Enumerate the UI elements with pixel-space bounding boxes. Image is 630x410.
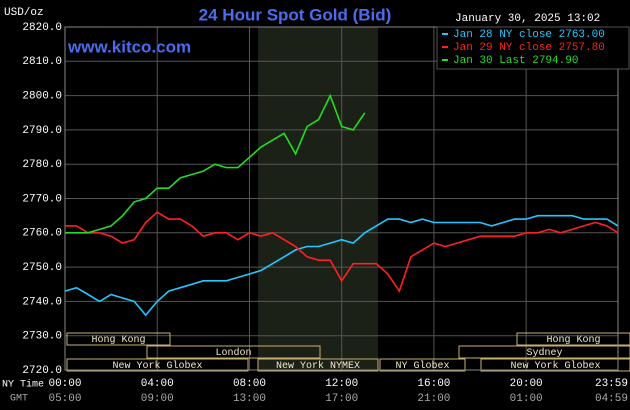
series-line (65, 211, 619, 293)
session-label: New York Globex (112, 360, 202, 372)
legend-label: Jan 30 Last 2794.90 (453, 55, 578, 67)
x-tick-label: 08:00 (233, 378, 266, 390)
y-tick-label: 2810.0 (22, 56, 62, 68)
legend-label: Jan 28 NY close 2763.00 (453, 29, 605, 41)
website: www.kitco.com (67, 37, 191, 56)
gmt-tick-label: 09:00 (141, 393, 174, 405)
y-tick-label: 2740.0 (22, 296, 62, 308)
y-tick-label: 2800.0 (22, 91, 62, 103)
gmt-tick-label: 01:00 (510, 393, 543, 405)
unit-label: USD/oz (4, 7, 44, 19)
x-tick-label: 00:00 (48, 378, 81, 390)
y-tick-label: 2760.0 (22, 228, 62, 240)
x-tick-label: 04:00 (141, 378, 174, 390)
x-tick-label: 12:00 (325, 378, 358, 390)
gmt-tick-label: 21:00 (417, 393, 450, 405)
session-box (146, 345, 321, 359)
series-line (65, 93, 366, 234)
gmt-tick-label: 04:59 (595, 393, 628, 405)
gmt-tick-label: 05:00 (48, 393, 81, 405)
session-box (66, 358, 249, 372)
gmt-tick-label: 13:00 (233, 393, 266, 405)
y-tick-label: 2790.0 (22, 125, 62, 137)
y-tick-label: 2720.0 (22, 365, 62, 377)
chart-title: 24 Hour Spot Gold (Bid) (199, 5, 392, 24)
y-tick-label: 2780.0 (22, 159, 62, 171)
session-label: Hong Kong (546, 335, 600, 346)
x-tick-label: 16:00 (417, 378, 450, 390)
session-label: New York NYMEX (276, 360, 360, 372)
y-tick-label: 2820.0 (22, 22, 62, 34)
session-box (257, 358, 379, 372)
y-tick-label: 2730.0 (22, 331, 62, 343)
series-line (64, 214, 619, 317)
gmt-tick-label: 17:00 (325, 393, 358, 405)
session-box (516, 332, 630, 346)
session-label: Hong Kong (91, 335, 145, 346)
x-tick-label: 20:00 (510, 378, 543, 390)
session-label: New York Globex (510, 360, 600, 372)
plot-frame (64, 26, 619, 371)
timestamp: January 30, 2025 13:02 (455, 13, 600, 25)
session-label: NY Globex (395, 360, 449, 372)
session-box (379, 358, 466, 372)
x-row-label: NY Time (2, 379, 44, 391)
gmt-row-label: GMT (10, 394, 28, 405)
session-label: Sydney (526, 347, 562, 359)
y-tick-label: 2770.0 (22, 193, 62, 205)
legend-label: Jan 29 NY close 2757.80 (453, 42, 605, 54)
session-label: London (215, 347, 251, 359)
session-box (458, 345, 630, 359)
session-box (480, 358, 630, 372)
y-tick-label: 2750.0 (22, 262, 62, 274)
legend-box (436, 26, 630, 70)
x-tick-label: 23:59 (595, 378, 628, 390)
session-box (66, 332, 171, 346)
